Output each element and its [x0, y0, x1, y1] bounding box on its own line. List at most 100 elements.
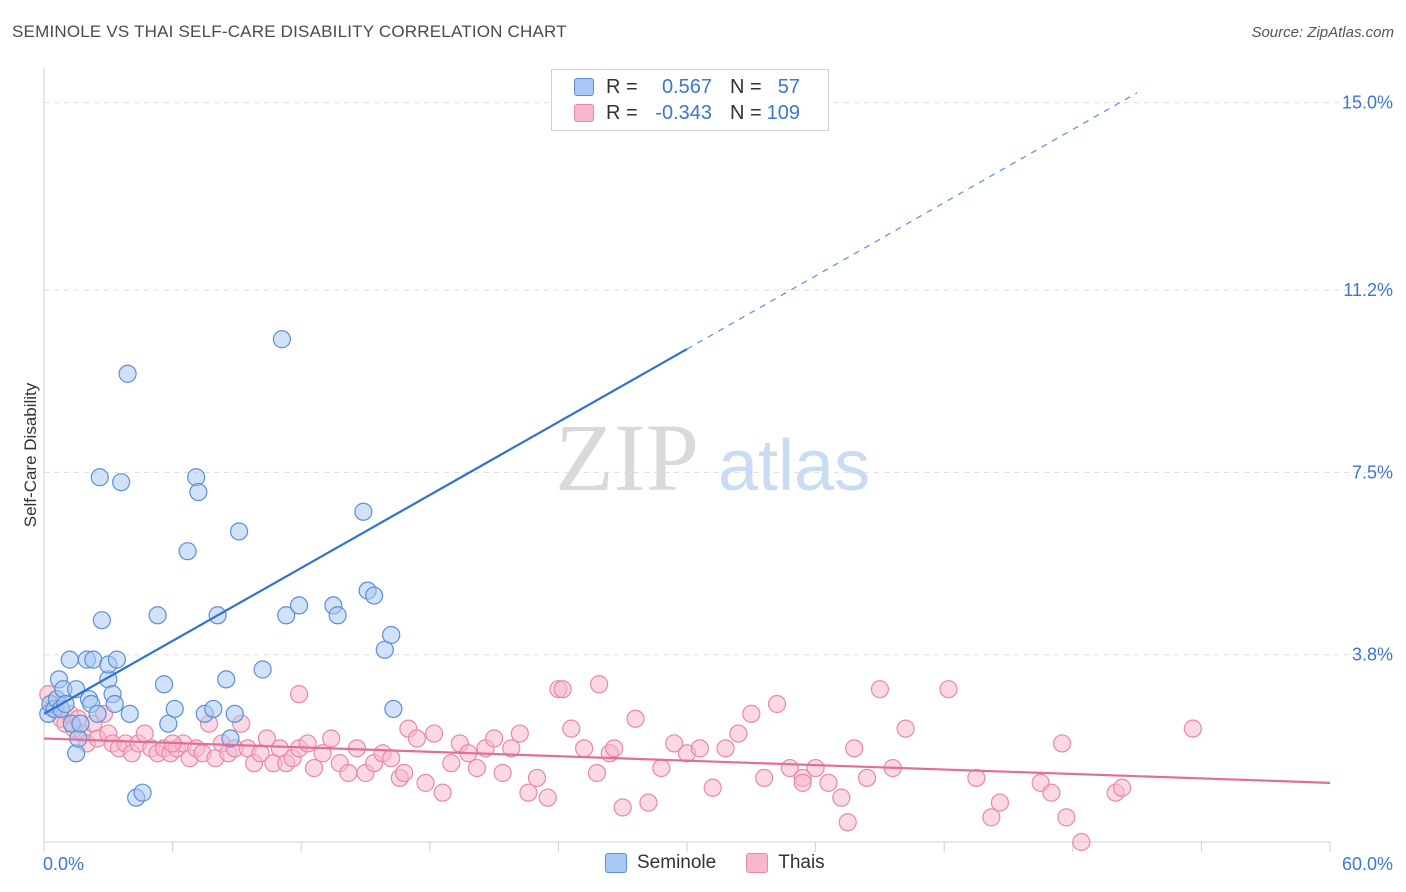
seminole-point — [148, 606, 167, 625]
thai-point — [1183, 719, 1202, 738]
thai-point — [322, 729, 341, 748]
thai-point — [742, 704, 761, 723]
legend-r-label: R = — [606, 101, 638, 124]
seminole-points — [39, 330, 403, 807]
thai-point — [767, 694, 787, 714]
seminole-point — [253, 660, 272, 679]
y-tick-label: 3.8% — [1352, 645, 1393, 665]
thai-point — [832, 788, 851, 807]
thai-point — [716, 739, 735, 758]
legend-item-thais: Thais — [746, 852, 825, 874]
y-axis-title: Self-Care Disability — [21, 382, 40, 527]
thai-point — [870, 680, 890, 699]
thai-point — [590, 675, 609, 694]
thai-point — [967, 768, 986, 788]
thai-point — [939, 680, 958, 699]
legend-row-thais: R = -0.343 N = 109 — [574, 101, 800, 125]
seminole-point — [277, 606, 296, 625]
seminole-point — [354, 502, 373, 521]
thai-point — [729, 724, 748, 743]
legend-swatch-seminole — [574, 78, 594, 96]
thai-point — [519, 783, 538, 802]
legend-swatch-thais — [746, 853, 769, 873]
thai-point — [613, 798, 632, 817]
legend-item-seminole: Seminole — [605, 852, 716, 874]
legend-r-label: R = — [606, 75, 638, 98]
thai-points — [39, 675, 1202, 852]
legend-r-value: 0.567 — [661, 75, 712, 98]
thai-point — [416, 773, 435, 792]
x-tick-label-max: 60.0% — [1342, 854, 1393, 874]
seminole-point — [225, 704, 244, 723]
seminole-point — [364, 586, 384, 605]
seminole-point — [289, 596, 309, 615]
thai-point — [493, 763, 512, 783]
seminole-point — [133, 783, 152, 802]
legend-n-value: 57 — [777, 75, 800, 98]
thai-point — [639, 793, 658, 812]
thai-point — [626, 709, 645, 728]
seminole-point — [154, 675, 174, 694]
y-tick-label: 7.5% — [1352, 462, 1393, 482]
seminole-point — [229, 522, 249, 541]
thai-point — [394, 763, 414, 783]
x-tick-label-min: 0.0% — [43, 854, 84, 874]
thai-point — [806, 758, 825, 778]
thai-point — [1072, 832, 1091, 852]
y-tick-label: 15.0% — [1342, 93, 1393, 113]
seminole-point — [165, 699, 184, 719]
thai-point — [793, 773, 812, 792]
seminole-point — [90, 468, 109, 487]
seminole-point — [382, 625, 401, 645]
seminole-point — [71, 714, 90, 733]
chart-title: SEMINOLE VS THAI SELF-CARE DISABILITY CO… — [12, 22, 567, 41]
seminole-point — [384, 699, 403, 719]
thai-point — [703, 778, 722, 797]
thai-point — [433, 783, 452, 802]
seminole-point — [178, 542, 197, 561]
y-tick-labels: 3.8% 7.5% 11.2% 15.0% — [1342, 93, 1393, 665]
thai-point — [289, 685, 309, 704]
legend-swatch-thais — [574, 104, 594, 122]
legend-label-seminole: Seminole — [637, 852, 717, 873]
thai-point — [1112, 778, 1132, 797]
seminole-point — [88, 704, 107, 723]
thai-point — [1057, 808, 1076, 827]
thai-point — [553, 680, 572, 699]
thai-point — [407, 729, 427, 748]
thai-point — [538, 788, 557, 807]
thai-point — [587, 763, 607, 783]
seminole-point — [221, 729, 240, 748]
thai-point — [690, 739, 709, 758]
legend-r-value: -0.343 — [655, 101, 712, 124]
thai-point — [896, 719, 915, 738]
seminole-point — [92, 611, 111, 630]
thai-point — [485, 729, 504, 748]
trend-lines — [43, 92, 1331, 784]
thai-point — [527, 768, 547, 788]
legend-swatch-seminole — [605, 853, 627, 873]
thai-point — [562, 719, 581, 738]
source-label: Source: ZipAtlas.com — [1251, 24, 1394, 41]
thai-point — [442, 754, 461, 773]
legend-n-value: 109 — [766, 101, 800, 124]
thai-point — [339, 763, 358, 783]
seminole-point — [204, 699, 223, 719]
thai-point — [1052, 734, 1072, 753]
seminole-trend-extension — [686, 92, 1138, 350]
watermark-atlas: atlas — [718, 426, 870, 506]
thai-point — [652, 758, 671, 778]
thai-point — [982, 808, 1001, 827]
seminole-trend-line — [43, 348, 688, 715]
thai-point — [845, 739, 864, 758]
seminole-point — [105, 694, 124, 714]
y-tick-label: 11.2% — [1343, 280, 1393, 300]
thai-point — [605, 739, 624, 758]
series-legend: Seminole Thais — [605, 852, 855, 874]
thai-point — [575, 739, 594, 758]
seminole-point — [60, 650, 79, 669]
seminole-point — [189, 482, 208, 502]
thai-point — [467, 758, 487, 778]
seminole-point — [84, 650, 103, 669]
